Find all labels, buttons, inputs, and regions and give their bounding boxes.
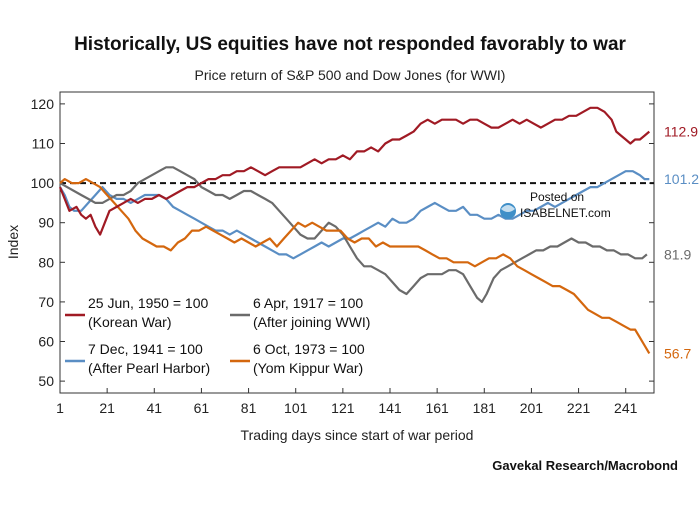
watermark-line-1: Posted on — [530, 190, 584, 204]
legend-line-2: (After Pearl Harbor) — [88, 360, 210, 376]
x-tick-label: 221 — [567, 400, 591, 416]
end-label: 112.9 — [664, 124, 698, 140]
y-tick-label: 70 — [38, 294, 54, 310]
y-tick-label: 60 — [38, 334, 54, 350]
x-tick-label: 121 — [331, 400, 355, 416]
x-axis: 1 21 41 61 81 101 121 141 161 181 201 221 241 — [56, 388, 638, 416]
chart-title: Historically, US equities have not respo… — [74, 34, 626, 55]
y-tick-label: 100 — [31, 175, 55, 191]
y-axis-label: Index — [5, 225, 21, 259]
series-line-after-pearl-harbor — [59, 170, 650, 260]
y-tick-label: 120 — [31, 96, 55, 112]
x-tick-label: 1 — [56, 400, 64, 416]
chart-subtitle: Price return of S&P 500 and Dow Jones (f… — [194, 67, 506, 83]
x-tick-label: 141 — [378, 400, 402, 416]
x-tick-label: 61 — [194, 400, 210, 416]
y-tick-label: 80 — [38, 254, 54, 270]
series-line-korean-war — [58, 106, 651, 236]
legend-line-1: 7 Dec, 1941 = 100 — [88, 341, 203, 357]
legend-line-1: 6 Apr, 1917 = 100 — [253, 295, 363, 311]
x-tick-label: 41 — [146, 400, 162, 416]
plot-area — [59, 91, 655, 394]
end-labels: 112.9 101.2 81.9 56.7 — [664, 124, 699, 362]
end-label: 81.9 — [664, 246, 691, 262]
series-line-after-joining-wwi — [59, 166, 648, 303]
x-tick-label: 201 — [520, 400, 544, 416]
source-credit: Gavekal Research/Macrobond — [492, 458, 678, 473]
y-tick-label: 50 — [38, 373, 54, 389]
x-tick-label: 241 — [614, 400, 638, 416]
end-label: 56.7 — [664, 345, 691, 361]
series-line-yom-kippur-war — [59, 178, 651, 354]
series-group — [58, 106, 651, 354]
watermark-line-2: ISABELNET.com — [520, 206, 611, 220]
legend-line-2: (Yom Kippur War) — [253, 360, 363, 376]
y-axis: 50 60 70 80 90 100 110 120 — [31, 96, 654, 389]
legend-line-2: (After joining WWI) — [253, 314, 370, 330]
watermark: Posted on ISABELNET.com — [500, 190, 611, 220]
legend-line-2: (Korean War) — [88, 314, 172, 330]
y-tick-label: 110 — [32, 135, 55, 151]
legend: 25 Jun, 1950 = 100 (Korean War) 6 Apr, 191… — [65, 295, 370, 376]
globe-icon — [500, 203, 516, 219]
x-axis-label: Trading days since start of war period — [241, 427, 474, 443]
x-tick-label: 21 — [99, 400, 115, 416]
legend-line-1: 6 Oct, 1973 = 100 — [253, 341, 365, 357]
x-tick-label: 181 — [473, 400, 497, 416]
y-tick-label: 90 — [38, 215, 54, 231]
x-tick-label: 101 — [284, 400, 308, 416]
x-tick-label: 161 — [425, 400, 449, 416]
legend-line-1: 25 Jun, 1950 = 100 — [88, 295, 208, 311]
end-label: 101.2 — [664, 171, 699, 187]
x-tick-label: 81 — [241, 400, 257, 416]
